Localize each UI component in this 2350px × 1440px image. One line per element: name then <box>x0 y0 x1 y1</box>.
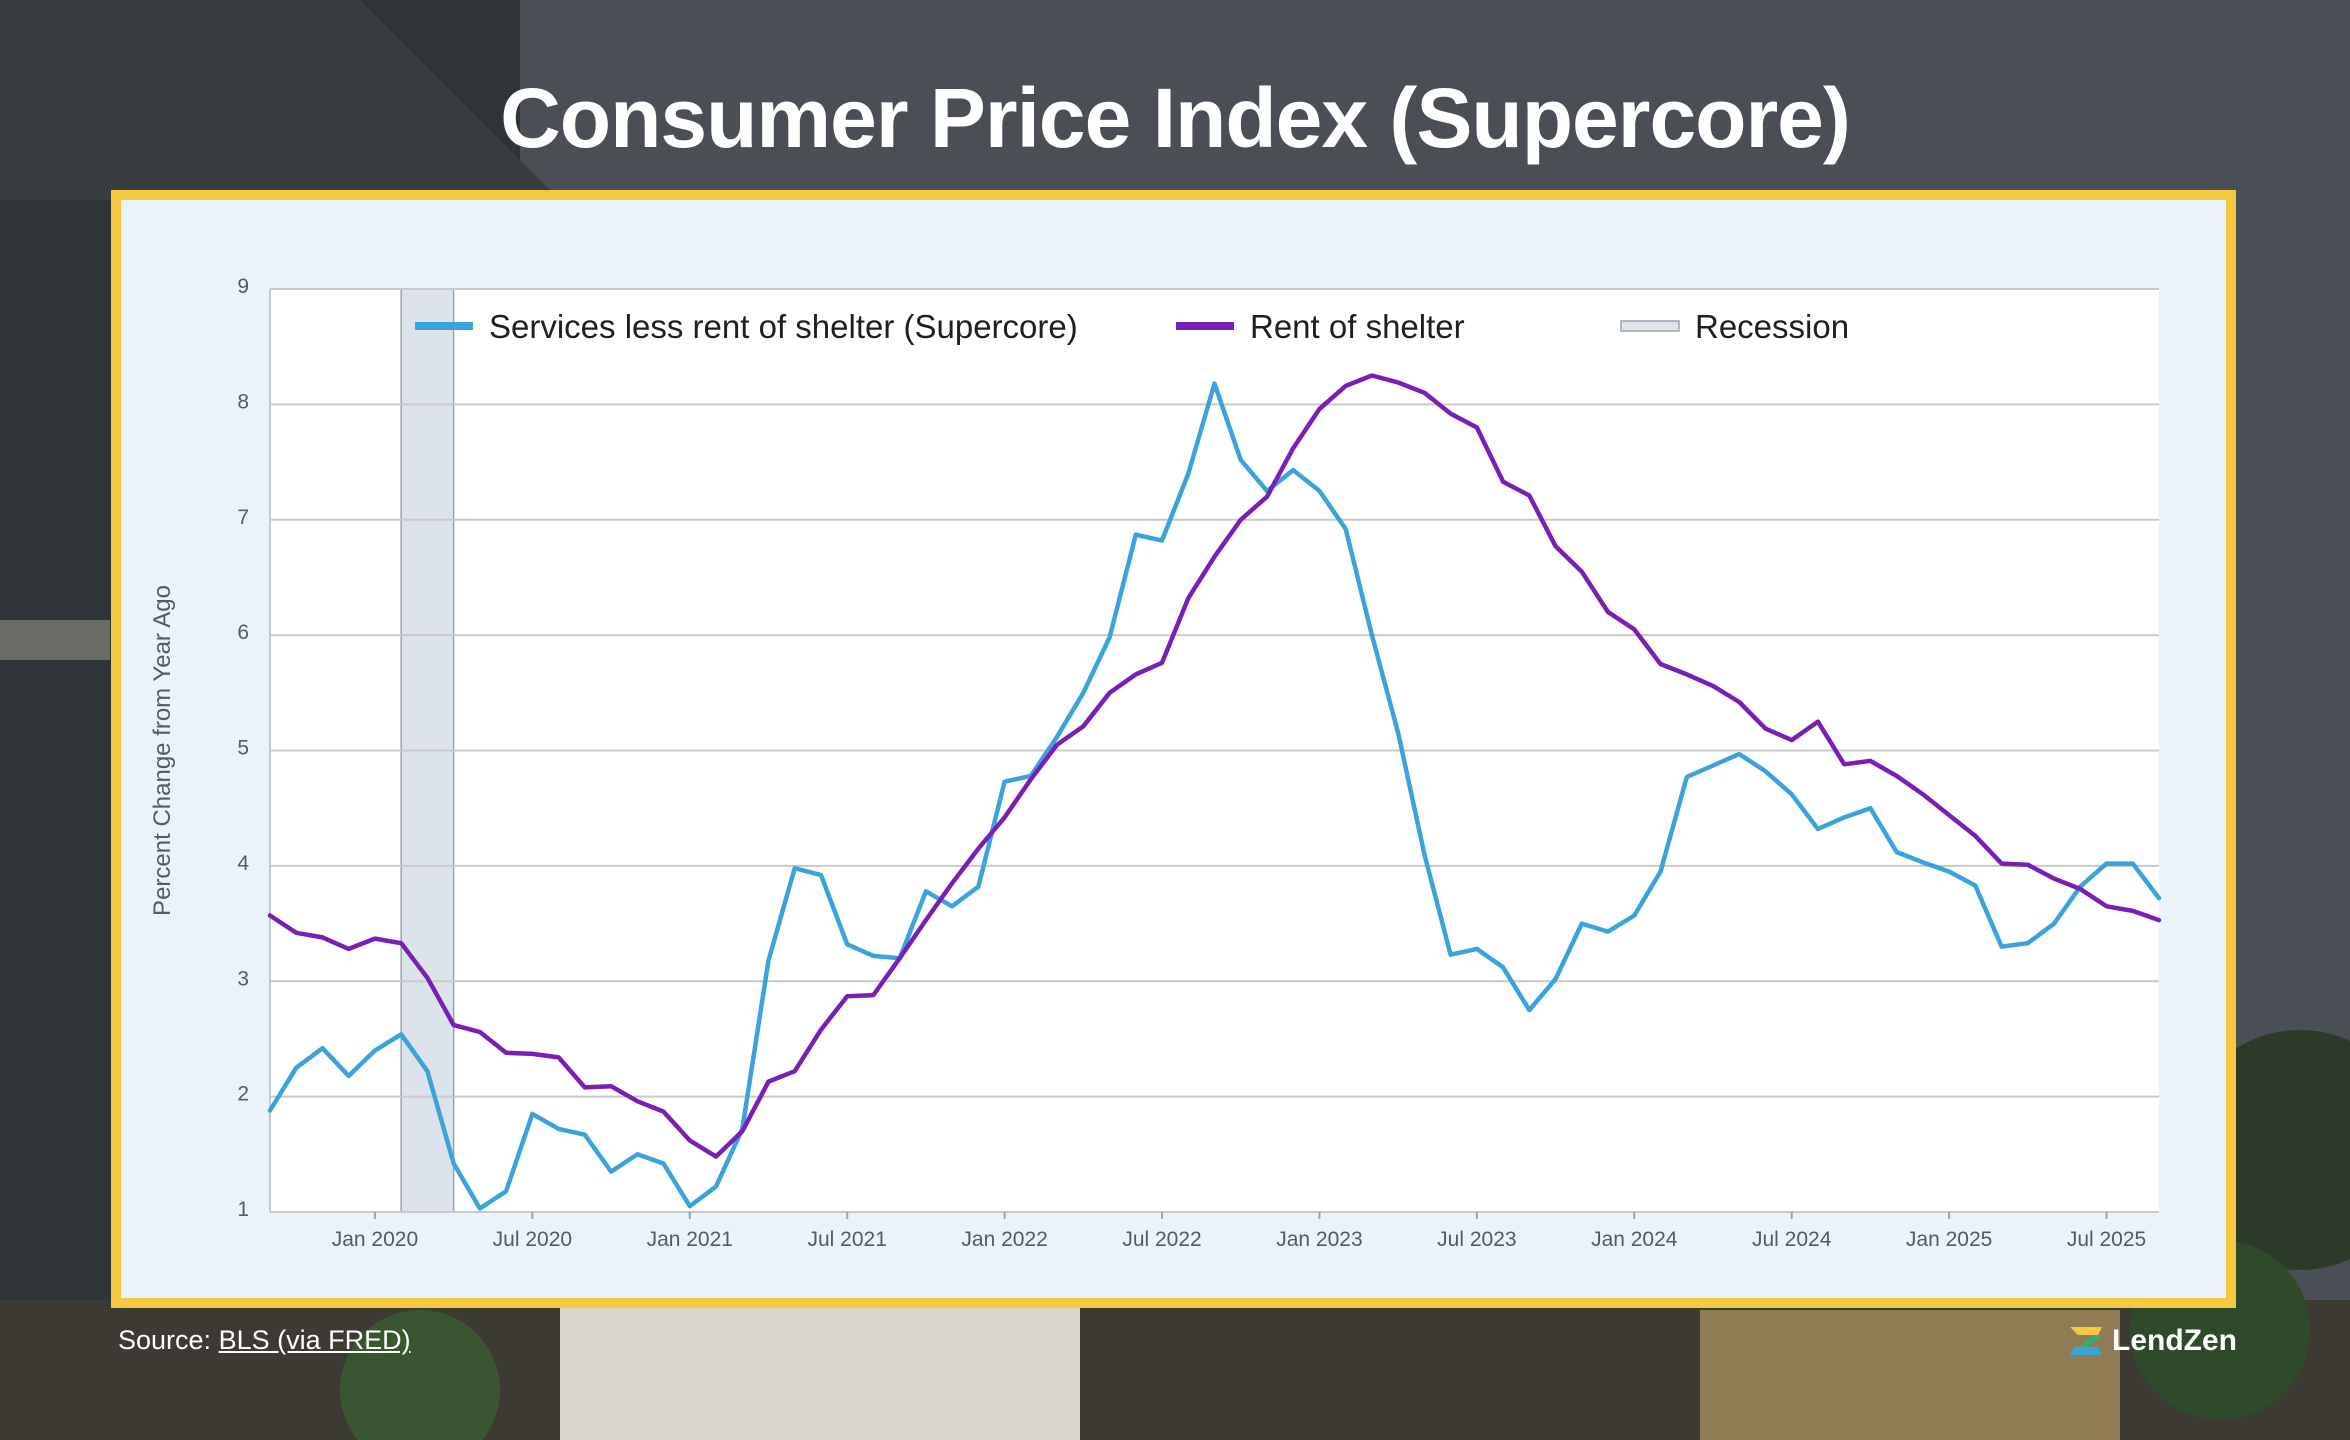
x-tick-label: Jan 2024 <box>1591 1228 1678 1251</box>
y-tick-label: 6 <box>237 621 249 644</box>
x-tick-label: Jul 2022 <box>1122 1228 1201 1251</box>
chart: 1 2 3 4 5 6 7 8 9 Jan 2020 Jul 2020 Jan 2021 Jul 202… <box>149 275 2162 1251</box>
page-title: Consumer Price Index (Supercore) <box>500 71 1851 165</box>
x-tick-label: Jan 2021 <box>647 1228 733 1251</box>
lendzen-logo-icon <box>2070 1327 2102 1355</box>
source-prefix: Source: <box>118 1325 219 1355</box>
legend-recession-label: Recession <box>1695 308 1849 345</box>
x-tick-label: Jan 2022 <box>961 1228 1047 1251</box>
y-tick-label: 8 <box>237 390 249 413</box>
x-tick-label: Jan 2020 <box>332 1228 418 1251</box>
y-tick-label: 1 <box>237 1198 249 1221</box>
y-tick-label: 2 <box>237 1083 249 1106</box>
y-tick-label: 4 <box>237 852 249 875</box>
y-axis-title: Percent Change from Year Ago <box>149 585 176 916</box>
brand: LendZen <box>2068 1323 2237 1359</box>
source-note: Source: BLS (via FRED) <box>118 1325 411 1356</box>
series-line-rent-of-shelter <box>267 373 2162 1159</box>
source-link[interactable]: BLS (via FRED) <box>218 1325 411 1355</box>
legend-rent-of-shelter-label: Rent of shelter <box>1250 308 1465 345</box>
y-tick-label: 7 <box>237 506 249 529</box>
series-line-supercore <box>267 381 2162 1211</box>
x-tick-label: Jan 2025 <box>1906 1228 1992 1251</box>
x-tick-label: Jan 2023 <box>1276 1228 1362 1251</box>
legend-recession-swatch <box>1620 320 1680 332</box>
y-tick-label: 9 <box>237 275 249 298</box>
legend-supercore-swatch <box>415 322 473 330</box>
legend-rent-of-shelter-swatch <box>1176 322 1234 330</box>
brand-name: LendZen <box>2112 1324 2237 1357</box>
chart-frame: 1 2 3 4 5 6 7 8 9 Jan 2020 Jul 2020 Jan 2021 Jul 202… <box>111 190 2236 1308</box>
x-tick-label: Jul 2025 <box>2067 1228 2146 1251</box>
x-tick-label: Jul 2021 <box>807 1228 886 1251</box>
x-tick-label: Jul 2024 <box>1752 1228 1832 1251</box>
x-tick-label: Jul 2023 <box>1437 1228 1516 1251</box>
y-tick-label: 5 <box>237 737 249 760</box>
legend-supercore-label: Services less rent of shelter (Supercore… <box>489 308 1078 345</box>
x-tick-label: Jul 2020 <box>493 1228 572 1251</box>
y-tick-label: 3 <box>237 967 249 990</box>
